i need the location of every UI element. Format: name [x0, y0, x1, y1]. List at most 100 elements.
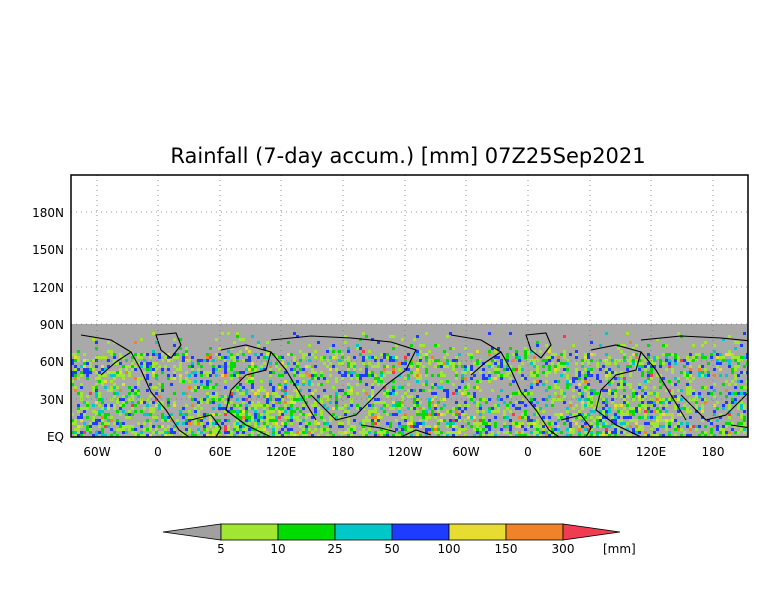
precip-cell	[392, 365, 395, 368]
precip-cell	[590, 404, 593, 407]
precip-cell	[284, 404, 287, 407]
precip-cell	[605, 374, 608, 377]
precip-cell	[611, 392, 614, 395]
precip-cell	[575, 413, 578, 416]
precip-cell	[431, 428, 434, 431]
precip-cell	[95, 377, 98, 380]
precip-cell	[509, 383, 512, 386]
precip-cell	[467, 392, 470, 395]
precip-cell	[530, 401, 533, 404]
precip-cell	[707, 362, 710, 365]
precip-cell	[296, 398, 299, 401]
precip-cell	[641, 362, 644, 365]
precip-cell	[620, 371, 623, 374]
precip-cell	[236, 371, 239, 374]
precip-cell	[428, 389, 431, 392]
precip-cell	[143, 353, 146, 356]
precip-cell	[509, 371, 512, 374]
precip-cell	[197, 401, 200, 404]
precip-cell	[464, 386, 467, 389]
precip-cell	[590, 425, 593, 428]
precip-cell	[290, 416, 293, 419]
precip-cell	[248, 428, 251, 431]
precip-cell	[689, 425, 692, 428]
precip-cell	[206, 401, 209, 404]
precip-cell	[584, 380, 587, 383]
precip-cell	[248, 359, 251, 362]
precip-cell	[104, 434, 107, 437]
precip-cell	[155, 386, 158, 389]
precip-cell	[569, 434, 572, 437]
precip-cell	[713, 395, 716, 398]
precip-cell	[659, 404, 662, 407]
precip-cell	[683, 407, 686, 410]
precip-cell	[644, 395, 647, 398]
precip-cell	[131, 428, 134, 431]
precip-cell	[461, 392, 464, 395]
precip-cell	[443, 419, 446, 422]
precip-cell	[488, 407, 491, 410]
precip-cell	[626, 410, 629, 413]
precip-cell	[374, 401, 377, 404]
precip-cell	[614, 377, 617, 380]
precip-cell	[686, 389, 689, 392]
precip-cell	[452, 359, 455, 362]
precip-cell	[668, 398, 671, 401]
precip-cell	[221, 398, 224, 401]
precip-cell	[626, 395, 629, 398]
precip-cell	[452, 428, 455, 431]
precip-cell	[251, 362, 254, 365]
precip-cell	[77, 410, 80, 413]
precip-cell	[224, 425, 227, 428]
precip-cell	[656, 419, 659, 422]
precip-cell	[434, 359, 437, 362]
precip-cell	[269, 416, 272, 419]
precip-cell	[266, 410, 269, 413]
precip-cell	[542, 383, 545, 386]
precip-cell	[494, 416, 497, 419]
precip-cell	[611, 371, 614, 374]
precip-cell	[494, 377, 497, 380]
precip-cell	[245, 425, 248, 428]
precip-cell	[368, 395, 371, 398]
precip-cell	[425, 374, 428, 377]
precip-cell	[515, 368, 518, 371]
precip-cell	[638, 365, 641, 368]
precip-cell	[89, 422, 92, 425]
precip-cell	[500, 398, 503, 401]
precip-cell	[716, 365, 719, 368]
precip-cell	[173, 392, 176, 395]
precip-cell	[686, 407, 689, 410]
precip-cell	[710, 434, 713, 437]
precip-cell	[590, 389, 593, 392]
y-tick-label-60n: 60N	[40, 355, 64, 369]
precip-cell	[638, 386, 641, 389]
precip-cell	[242, 392, 245, 395]
precip-cell	[716, 428, 719, 431]
precip-cell	[272, 416, 275, 419]
precip-cell	[530, 392, 533, 395]
precip-cell	[476, 428, 479, 431]
precip-cell	[638, 431, 641, 434]
precip-cell	[122, 428, 125, 431]
precip-cell	[533, 398, 536, 401]
precip-cell	[569, 353, 572, 356]
precip-cell	[470, 416, 473, 419]
precip-cell	[542, 359, 545, 362]
precip-cell	[197, 368, 200, 371]
precip-cell	[236, 374, 239, 377]
precip-cell	[404, 416, 407, 419]
precip-cell	[497, 395, 500, 398]
precip-cell	[143, 434, 146, 437]
precip-cell	[578, 383, 581, 386]
precip-cell	[305, 428, 308, 431]
precip-cell	[245, 404, 248, 407]
precip-cell	[248, 377, 251, 380]
precip-cell	[323, 389, 326, 392]
precip-cell	[689, 389, 692, 392]
precip-cell	[215, 431, 218, 434]
precip-cell	[506, 431, 509, 434]
precip-cell	[665, 356, 668, 359]
precip-cell	[278, 395, 281, 398]
precip-cell	[584, 389, 587, 392]
